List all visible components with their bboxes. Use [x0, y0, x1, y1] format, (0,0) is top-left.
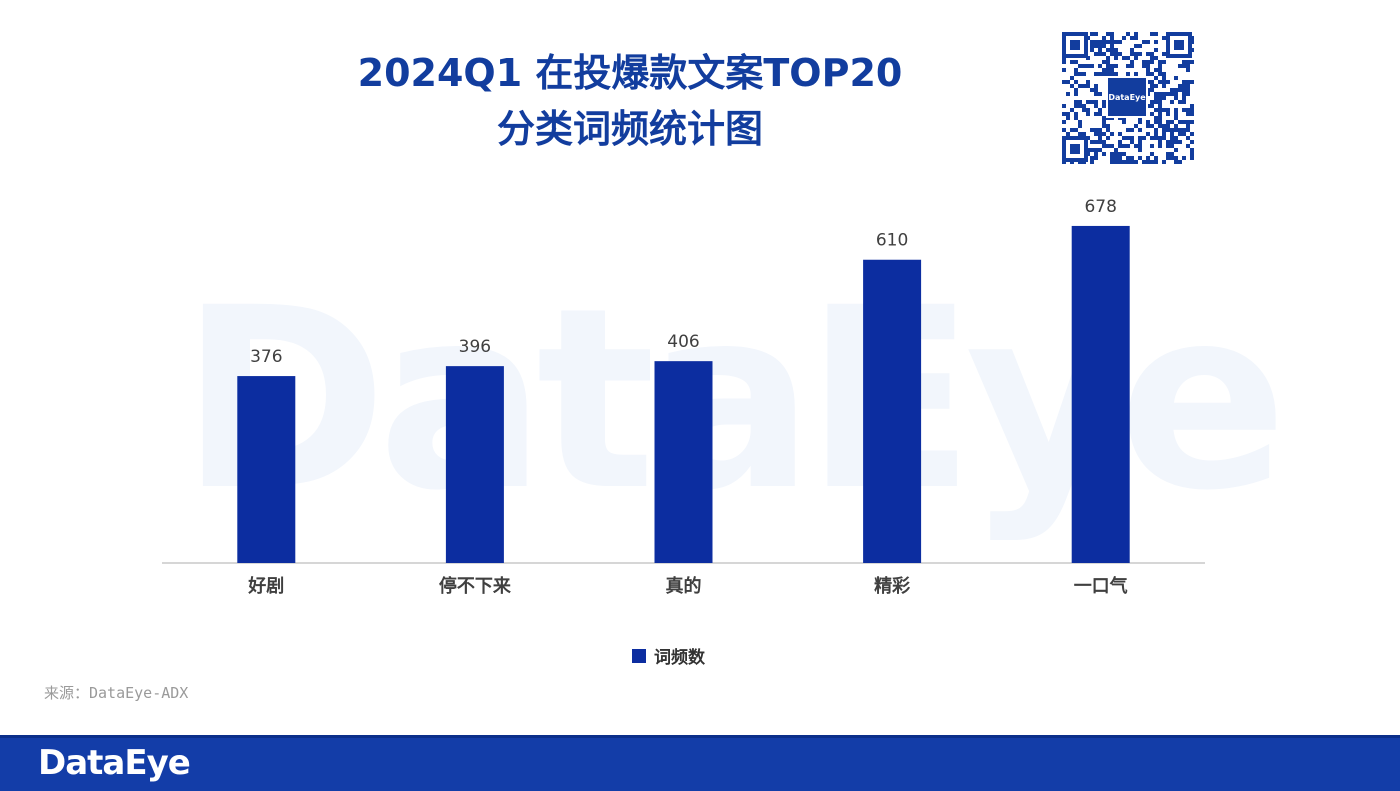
category-label-3: 精彩 [874, 575, 910, 597]
bar-1 [445, 366, 504, 563]
bar-0 [237, 376, 296, 563]
chart-title-line1: 2024Q1 在投爆款文案TOP20 [357, 51, 903, 95]
bar-3 [863, 259, 922, 563]
value-label-1: 396 [459, 337, 491, 357]
category-label-4: 一口气 [1074, 575, 1128, 597]
value-label-3: 610 [876, 231, 908, 251]
value-label-0: 376 [250, 347, 282, 367]
category-label-0: 好剧 [247, 575, 284, 597]
category-label-2: 真的 [666, 575, 702, 597]
category-label-1: 停不下来 [439, 575, 512, 597]
value-label-2: 406 [667, 332, 699, 352]
qr-code-icon: DataEye [1060, 30, 1194, 164]
qr-logo-text: DataEye [1108, 93, 1146, 102]
value-label-4: 678 [1084, 197, 1116, 217]
bar-2 [654, 361, 713, 563]
chart-legend: 词频数 [632, 643, 705, 668]
bar-4 [1071, 225, 1130, 564]
footer-brand-logo: DataEye [38, 743, 191, 783]
legend-label: 词频数 [654, 648, 705, 668]
legend-swatch [632, 648, 646, 663]
footer-bar: DataEye [0, 735, 1400, 791]
source-note: 来源：DataEye-ADX [44, 684, 189, 702]
chart-title-line2: 分类词频统计图 [496, 107, 763, 151]
